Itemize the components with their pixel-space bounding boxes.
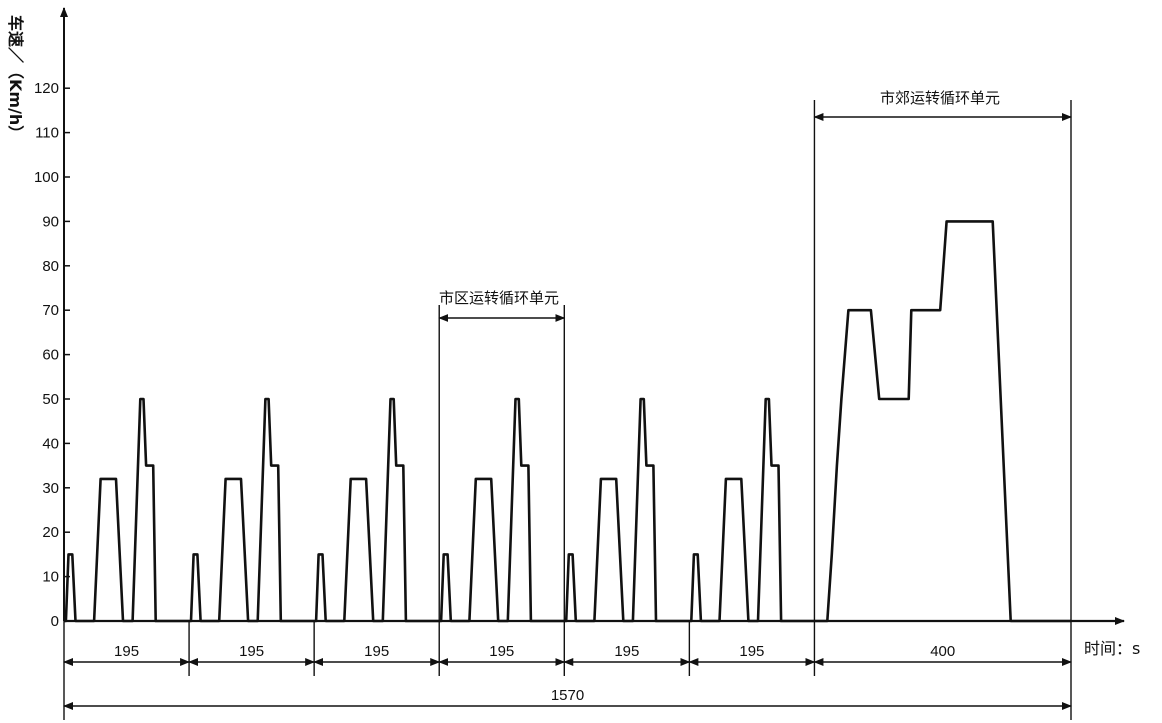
segment-duration-label: 195 — [489, 643, 514, 660]
segment-duration-label: 195 — [364, 643, 389, 660]
x-axis-label: 时间：s — [1084, 639, 1140, 658]
series-layer — [64, 220, 1071, 623]
y-tick-label: 10 — [42, 569, 59, 586]
y-tick-label: 110 — [35, 125, 59, 142]
speed-series-line — [64, 220, 1071, 623]
y-tick-label: 80 — [42, 258, 59, 275]
dimension-lines: 195 195 195 195 195 195 400 1570 — [63, 100, 1072, 720]
city-cycle-label: 市区运转循环单元 — [439, 289, 559, 307]
y-tick-label: 70 — [42, 302, 59, 319]
y-tick-label: 40 — [42, 435, 59, 452]
y-axis-ticks: 0 10 20 30 40 50 60 70 80 90 100 110 120 — [34, 80, 70, 630]
y-tick-label: 90 — [42, 213, 59, 230]
y-tick-label: 0 — [51, 613, 59, 630]
y-tick-label: 60 — [42, 347, 59, 364]
y-tick-label: 20 — [42, 524, 59, 541]
total-duration-label: 1570 — [551, 687, 584, 704]
y-tick-label: 120 — [34, 80, 59, 97]
segment-duration-label: 400 — [930, 643, 955, 660]
y-tick-label: 30 — [42, 480, 59, 497]
segment-duration-label: 195 — [614, 643, 639, 660]
suburban-cycle-label: 市郊运转循环单元 — [880, 89, 1000, 107]
y-axis-label: 车速／（Km/h） — [6, 15, 25, 141]
y-tick-label: 50 — [42, 391, 59, 408]
segment-duration-label: 195 — [739, 643, 764, 660]
segment-duration-label: 195 — [239, 643, 264, 660]
y-tick-label: 100 — [34, 169, 59, 186]
segment-duration-label: 195 — [114, 643, 139, 660]
